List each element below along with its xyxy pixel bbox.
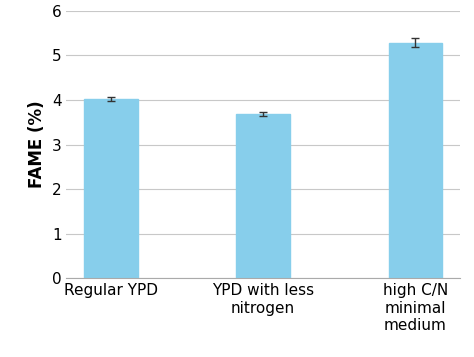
Bar bbox=[237, 114, 290, 278]
Y-axis label: FAME (%): FAME (%) bbox=[28, 101, 46, 188]
Bar bbox=[84, 99, 137, 278]
Bar bbox=[389, 43, 442, 278]
